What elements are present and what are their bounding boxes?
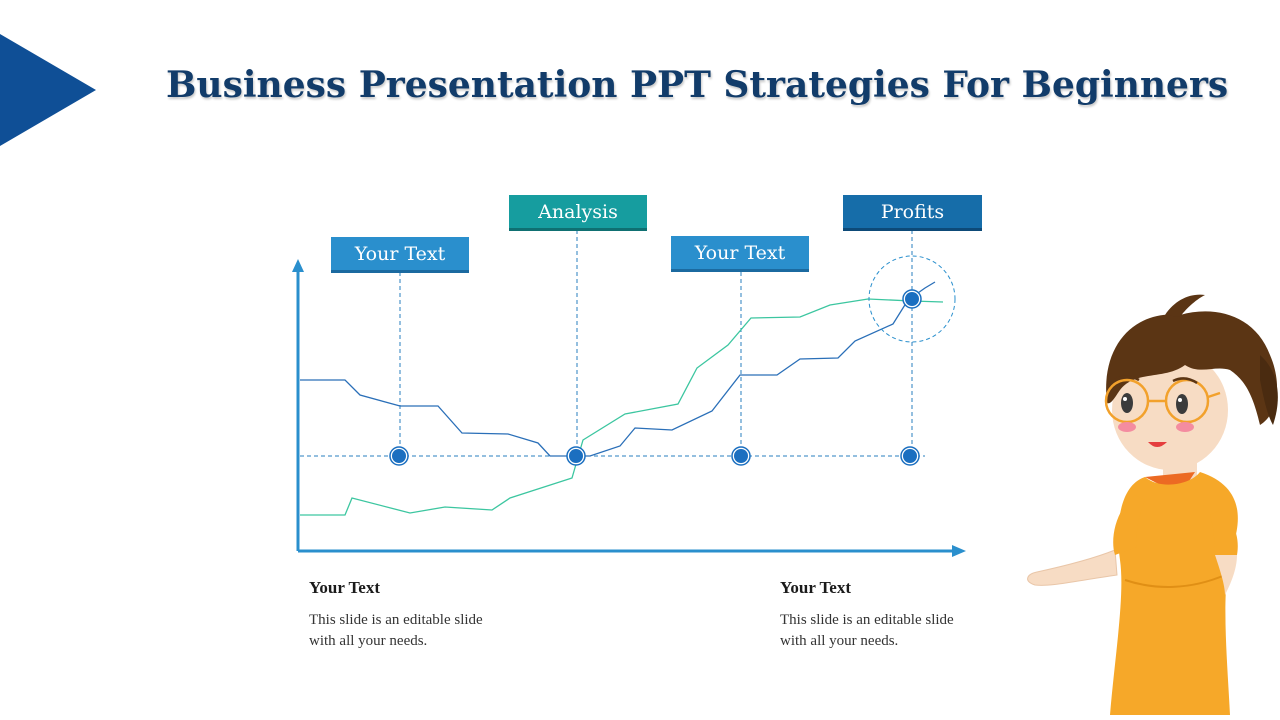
y-axis-arrow	[292, 259, 304, 272]
text-block-right-heading: Your Text	[780, 578, 852, 597]
label-box-analysis: Analysis	[509, 195, 647, 231]
chart-area	[292, 230, 966, 557]
series-line-green	[300, 298, 944, 516]
label-box-your-text-1: Your Text	[331, 237, 469, 273]
text-block-left: Your Text This slide is an editable slid…	[309, 578, 529, 652]
marker-dot-4	[900, 446, 920, 466]
page-title: Business Presentation PPT Strategies For…	[166, 64, 1229, 106]
label-box-your-text-2: Your Text	[671, 236, 809, 272]
text-block-left-body: This slide is an editable slide with all…	[309, 612, 483, 649]
text-block-left-heading: Your Text	[309, 578, 381, 597]
marker-dot-3	[731, 446, 751, 466]
presenter-woman-illustration	[1027, 294, 1278, 715]
marker-dot-2	[566, 446, 586, 466]
label-box-profits: Profits	[843, 195, 982, 231]
highlight-circle	[868, 255, 956, 343]
series-line-blue	[300, 281, 936, 457]
marker-dot-1	[389, 446, 409, 466]
text-block-right: Your Text This slide is an editable slid…	[780, 578, 1000, 652]
marker-dot-peak	[902, 289, 922, 309]
x-axis-arrow	[952, 545, 966, 557]
text-block-right-body: This slide is an editable slide with all…	[780, 612, 954, 649]
corner-triangle-decoration	[0, 34, 96, 146]
